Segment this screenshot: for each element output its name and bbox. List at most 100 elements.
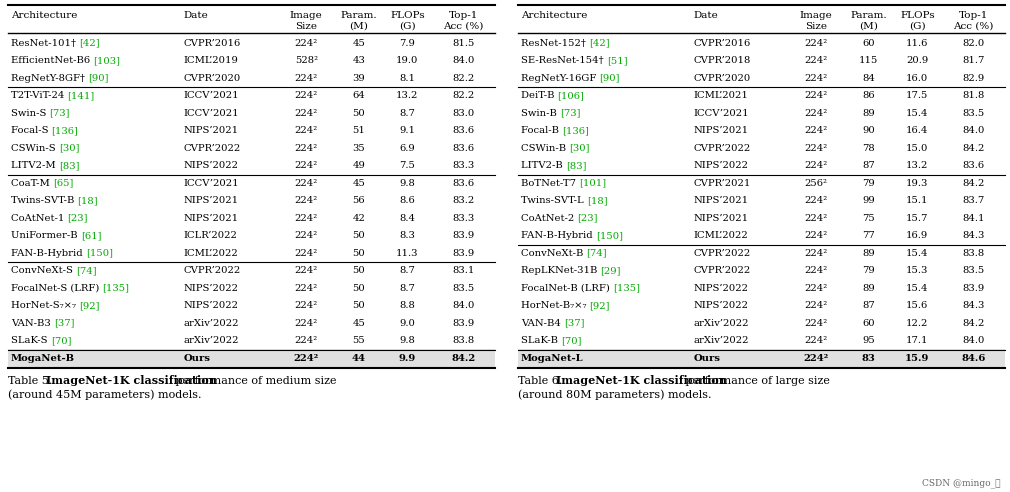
- Text: [83]: [83]: [59, 161, 79, 170]
- Text: 224²: 224²: [295, 126, 318, 135]
- Text: 83.2: 83.2: [452, 196, 475, 205]
- Text: 84: 84: [863, 74, 875, 83]
- Text: 7.9: 7.9: [399, 38, 415, 48]
- Text: 83.3: 83.3: [452, 161, 475, 170]
- Text: CVPR’2021: CVPR’2021: [694, 179, 751, 187]
- Text: CVPR’2022: CVPR’2022: [694, 266, 751, 275]
- Text: BoTNet-T7: BoTNet-T7: [521, 179, 579, 187]
- Text: 224²: 224²: [295, 38, 318, 48]
- Text: ResNet-152†: ResNet-152†: [521, 38, 589, 48]
- Text: 43: 43: [352, 56, 365, 65]
- Text: CoAtNet-1: CoAtNet-1: [11, 214, 68, 222]
- Text: Acc (%): Acc (%): [953, 22, 994, 31]
- Text: [150]: [150]: [596, 231, 623, 240]
- Text: [136]: [136]: [52, 126, 79, 135]
- Text: [136]: [136]: [563, 126, 589, 135]
- Text: 89: 89: [863, 283, 875, 293]
- Text: 16.0: 16.0: [906, 74, 928, 83]
- Text: RepLKNet-31B: RepLKNet-31B: [521, 266, 601, 275]
- Text: [61]: [61]: [81, 231, 101, 240]
- Text: [135]: [135]: [613, 283, 640, 293]
- Text: arXiv’2022: arXiv’2022: [184, 336, 239, 345]
- Text: LITV2-B: LITV2-B: [521, 161, 566, 170]
- Text: 224²: 224²: [295, 214, 318, 222]
- Text: Architecture: Architecture: [521, 11, 588, 20]
- Text: 7.5: 7.5: [399, 161, 415, 170]
- Text: CVPR’2022: CVPR’2022: [694, 144, 751, 153]
- Text: 9.9: 9.9: [399, 354, 416, 363]
- Text: 84.3: 84.3: [963, 301, 985, 310]
- Text: (M): (M): [349, 22, 368, 31]
- Text: 83: 83: [862, 354, 876, 363]
- Text: 224²: 224²: [805, 319, 828, 328]
- Text: 84.2: 84.2: [451, 354, 476, 363]
- Text: 224²: 224²: [295, 301, 318, 310]
- Text: 83.6: 83.6: [452, 144, 475, 153]
- Text: Acc (%): Acc (%): [443, 22, 484, 31]
- Text: 84.0: 84.0: [963, 336, 985, 345]
- Text: 56: 56: [352, 196, 365, 205]
- Text: 19.0: 19.0: [396, 56, 418, 65]
- Text: 15.1: 15.1: [906, 196, 928, 205]
- Text: ImageNet-1K classification: ImageNet-1K classification: [556, 375, 727, 387]
- Text: 84.1: 84.1: [963, 214, 985, 222]
- Text: 84.2: 84.2: [963, 179, 985, 187]
- Text: performance of large size: performance of large size: [682, 375, 830, 386]
- Text: 224²: 224²: [805, 301, 828, 310]
- Text: HorNet-B₇×₇: HorNet-B₇×₇: [521, 301, 590, 310]
- Text: 15.9: 15.9: [905, 354, 929, 363]
- Text: [70]: [70]: [50, 336, 71, 345]
- Text: Size: Size: [295, 22, 317, 31]
- Text: FAN-B-Hybrid: FAN-B-Hybrid: [521, 231, 596, 240]
- Text: 60: 60: [863, 38, 875, 48]
- Text: 15.4: 15.4: [906, 109, 928, 118]
- Text: 83.9: 83.9: [452, 231, 475, 240]
- Text: 87: 87: [863, 301, 875, 310]
- Text: 49: 49: [352, 161, 365, 170]
- Text: RegNetY-8GF†: RegNetY-8GF†: [11, 74, 88, 83]
- Text: 224²: 224²: [804, 354, 829, 363]
- Text: 17.1: 17.1: [906, 336, 928, 345]
- Text: ICML’2022: ICML’2022: [694, 231, 748, 240]
- Text: 224²: 224²: [805, 248, 828, 258]
- Text: [23]: [23]: [578, 214, 598, 222]
- Text: arXiv’2022: arXiv’2022: [694, 319, 749, 328]
- Text: 81.8: 81.8: [963, 91, 985, 100]
- Text: 17.5: 17.5: [906, 91, 928, 100]
- Text: Swin-S: Swin-S: [11, 109, 49, 118]
- Text: 224²: 224²: [805, 126, 828, 135]
- Text: 224²: 224²: [295, 109, 318, 118]
- Text: NIPS’2022: NIPS’2022: [184, 283, 239, 293]
- Text: [29]: [29]: [601, 266, 621, 275]
- Text: MogaNet-B: MogaNet-B: [11, 354, 75, 363]
- Text: CVPR’2016: CVPR’2016: [694, 38, 751, 48]
- Text: RegNetY-16GF: RegNetY-16GF: [521, 74, 600, 83]
- Text: 99: 99: [863, 196, 875, 205]
- Text: Param.: Param.: [340, 11, 377, 20]
- Text: 83.3: 83.3: [452, 214, 475, 222]
- Text: (around 80M parameters) models.: (around 80M parameters) models.: [518, 390, 711, 400]
- Text: [106]: [106]: [558, 91, 585, 100]
- Text: 256²: 256²: [805, 179, 828, 187]
- Text: Architecture: Architecture: [11, 11, 78, 20]
- Text: FocalNet-S (LRF): FocalNet-S (LRF): [11, 283, 102, 293]
- Text: 528²: 528²: [295, 56, 318, 65]
- Text: NIPS’2021: NIPS’2021: [184, 196, 239, 205]
- Text: 82.9: 82.9: [963, 74, 985, 83]
- Text: [101]: [101]: [579, 179, 606, 187]
- Text: CVPR’2018: CVPR’2018: [694, 56, 751, 65]
- Text: 115: 115: [858, 56, 879, 65]
- Text: 8.7: 8.7: [399, 109, 415, 118]
- Text: [30]: [30]: [59, 144, 79, 153]
- Text: [92]: [92]: [79, 301, 100, 310]
- Text: NIPS’2022: NIPS’2022: [694, 161, 748, 170]
- Text: Top-1: Top-1: [958, 11, 988, 20]
- Text: 224²: 224²: [805, 38, 828, 48]
- Text: [90]: [90]: [88, 74, 109, 83]
- Text: 84.2: 84.2: [963, 319, 985, 328]
- Text: Date: Date: [694, 11, 719, 20]
- Text: 83.9: 83.9: [452, 248, 475, 258]
- Text: Image: Image: [290, 11, 322, 20]
- Text: 224²: 224²: [805, 336, 828, 345]
- Text: CSWin-S: CSWin-S: [11, 144, 59, 153]
